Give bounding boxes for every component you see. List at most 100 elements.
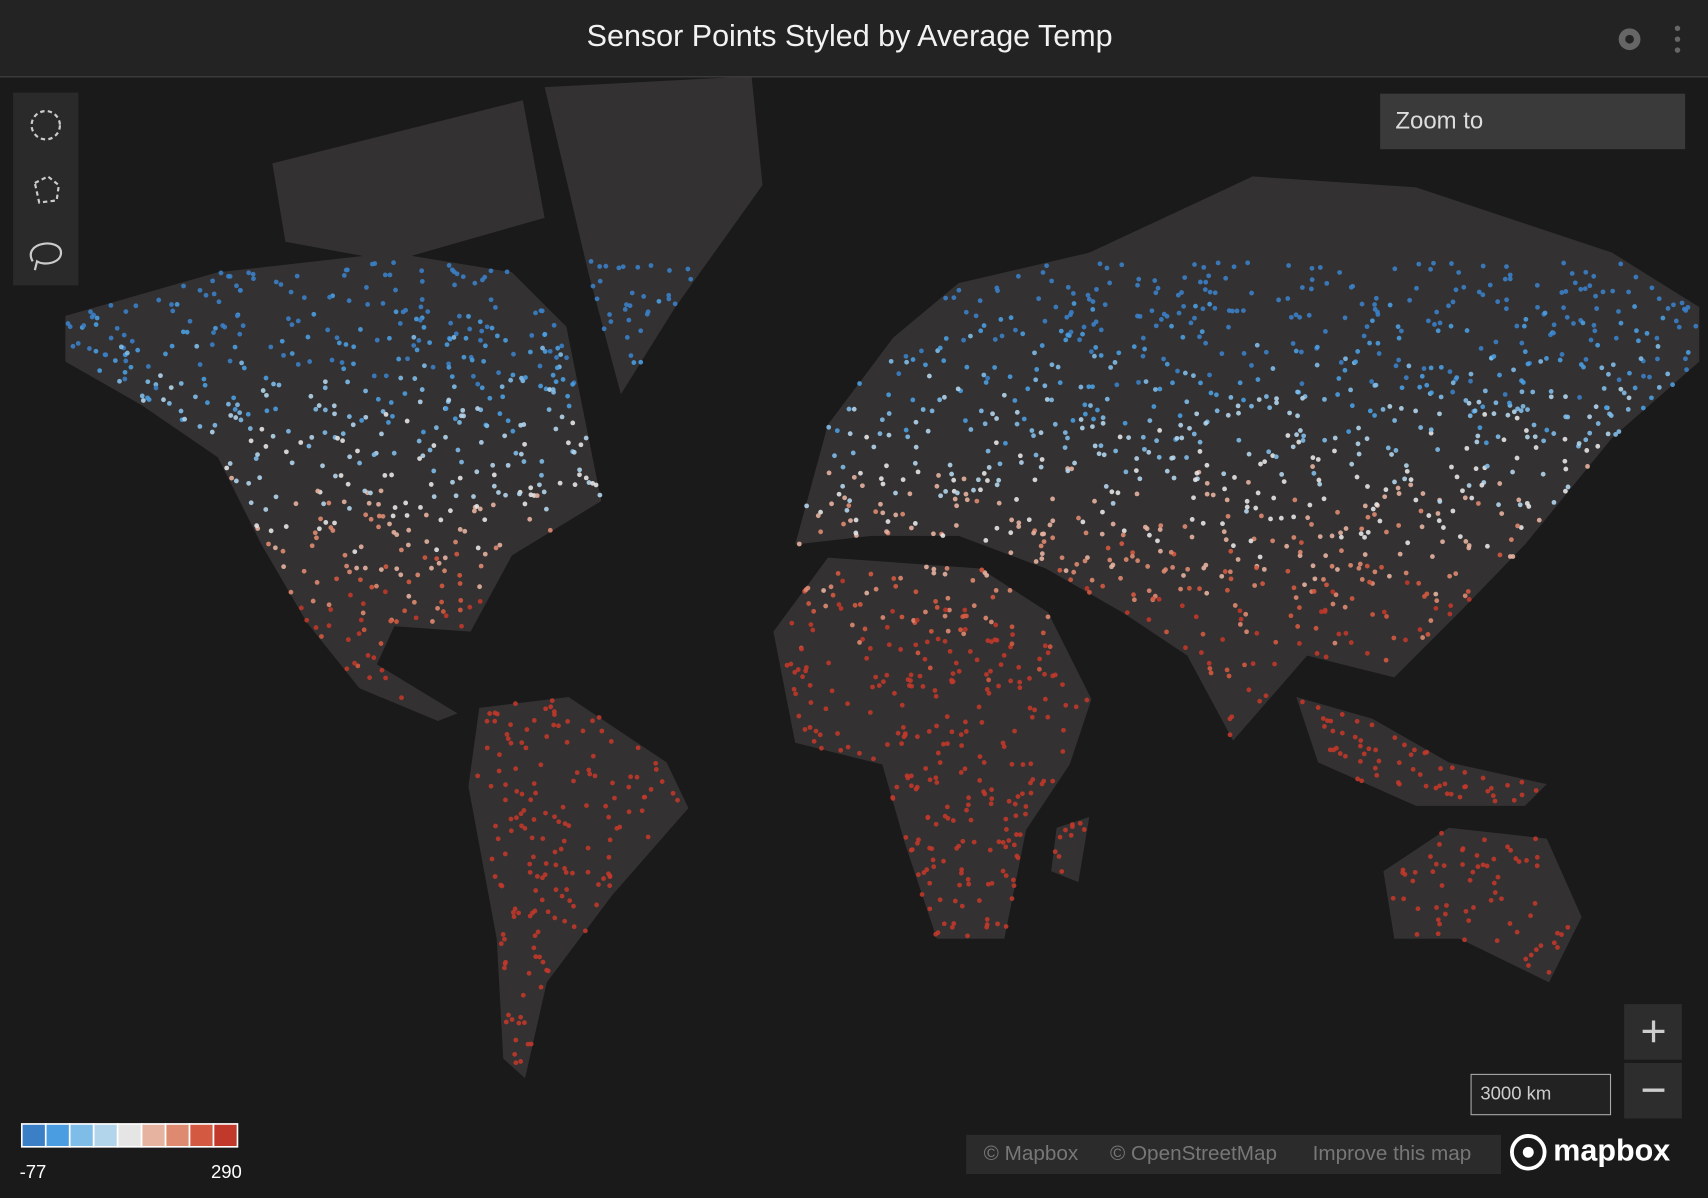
sensor-point bbox=[984, 572, 990, 578]
sensor-point bbox=[997, 461, 1003, 467]
sensor-point bbox=[1613, 335, 1619, 341]
sensor-point bbox=[943, 489, 949, 494]
sensor-point bbox=[1392, 418, 1398, 423]
sensor-point bbox=[878, 476, 884, 482]
sensor-point bbox=[1235, 403, 1241, 409]
sensor-point bbox=[1191, 495, 1196, 501]
sensor-point bbox=[838, 747, 844, 753]
sensor-point bbox=[1583, 269, 1589, 275]
sensor-point bbox=[537, 954, 542, 960]
sensor-point bbox=[873, 509, 879, 515]
sensor-point bbox=[1532, 901, 1538, 906]
sensor-point bbox=[898, 647, 904, 652]
settings-icon[interactable] bbox=[1618, 28, 1641, 51]
sensor-point bbox=[264, 408, 270, 414]
sensor-point bbox=[1082, 402, 1088, 408]
sensor-point bbox=[1502, 392, 1508, 397]
sensor-point bbox=[1559, 351, 1565, 357]
sensor-point bbox=[477, 319, 483, 325]
sensor-point bbox=[1321, 577, 1326, 582]
zoom-to-input[interactable] bbox=[1380, 93, 1686, 150]
sensor-point bbox=[1426, 513, 1432, 518]
sensor-point bbox=[216, 299, 222, 305]
sensor-point bbox=[953, 660, 959, 666]
menu-icon[interactable] bbox=[1674, 25, 1681, 53]
sensor-point bbox=[867, 646, 873, 651]
sensor-point bbox=[1358, 531, 1364, 537]
sensor-point bbox=[289, 351, 295, 356]
sensor-point bbox=[942, 394, 947, 400]
sensor-point bbox=[601, 326, 607, 332]
sensor-point bbox=[487, 711, 493, 716]
sensor-point bbox=[791, 686, 797, 692]
sensor-point bbox=[247, 426, 253, 431]
sensor-point bbox=[461, 354, 467, 360]
sensor-point bbox=[836, 491, 842, 497]
sensor-point bbox=[931, 566, 937, 572]
sensor-point bbox=[870, 684, 875, 690]
sensor-point bbox=[453, 493, 459, 499]
sensor-point bbox=[1335, 392, 1341, 397]
sensor-point bbox=[607, 312, 612, 317]
sensor-point bbox=[829, 501, 834, 507]
sensor-point bbox=[1057, 834, 1063, 840]
sensor-point bbox=[534, 493, 540, 499]
sensor-point bbox=[1079, 425, 1085, 431]
sensor-point bbox=[1343, 630, 1349, 636]
sensor-point bbox=[456, 313, 462, 319]
sensor-point bbox=[1330, 589, 1336, 595]
sensor-point bbox=[666, 292, 672, 298]
sensor-point bbox=[1179, 435, 1185, 441]
sensor-point bbox=[500, 394, 506, 400]
sensor-point bbox=[1168, 549, 1174, 555]
sensor-point bbox=[1232, 603, 1238, 608]
sensor-point bbox=[331, 403, 337, 409]
sensor-point bbox=[1268, 516, 1273, 522]
sensor-point bbox=[992, 337, 998, 342]
sensor-point bbox=[1522, 349, 1528, 355]
sensor-point bbox=[1465, 589, 1471, 594]
sensor-point bbox=[808, 700, 814, 705]
sensor-point bbox=[1261, 566, 1267, 572]
sensor-point bbox=[537, 482, 542, 488]
sensor-point bbox=[390, 513, 396, 519]
attribution-osm[interactable]: © OpenStreetMap bbox=[1110, 1142, 1277, 1165]
sensor-point bbox=[447, 336, 453, 342]
sensor-point bbox=[1099, 531, 1105, 537]
sensor-point bbox=[1186, 585, 1192, 591]
sensor-point bbox=[1096, 451, 1102, 457]
sensor-point bbox=[584, 803, 589, 808]
sensor-point bbox=[75, 340, 81, 346]
circle-select-tool[interactable] bbox=[30, 109, 61, 141]
sensor-point bbox=[1184, 399, 1190, 405]
sensor-point bbox=[923, 362, 928, 368]
mapbox-logo-text[interactable]: mapbox bbox=[1553, 1133, 1670, 1167]
sensor-point bbox=[1241, 397, 1246, 403]
sensor-point bbox=[307, 359, 313, 364]
sensor-point bbox=[533, 888, 539, 893]
sensor-point bbox=[531, 718, 537, 723]
sensor-point bbox=[597, 264, 603, 269]
sensor-point bbox=[1070, 417, 1076, 423]
lasso-select-tool[interactable] bbox=[29, 242, 63, 271]
sensor-point bbox=[819, 745, 824, 751]
sensor-point bbox=[1387, 302, 1393, 308]
sensor-point bbox=[1144, 526, 1150, 532]
sensor-point bbox=[1641, 373, 1646, 379]
sensor-point bbox=[988, 801, 994, 807]
sensor-point bbox=[835, 731, 840, 736]
sensor-point bbox=[1256, 397, 1262, 402]
sensor-point bbox=[1254, 565, 1259, 571]
sensor-point bbox=[308, 393, 314, 399]
attribution-mapbox[interactable]: © Mapbox bbox=[984, 1142, 1079, 1165]
sensor-point bbox=[1301, 433, 1307, 439]
sensor-point bbox=[1131, 597, 1137, 603]
sensor-point bbox=[1040, 270, 1046, 275]
sensor-point bbox=[909, 783, 914, 789]
sensor-point bbox=[406, 593, 412, 599]
sensor-point bbox=[1040, 630, 1046, 636]
attribution-improve[interactable]: Improve this map bbox=[1313, 1142, 1472, 1165]
sensor-point bbox=[1406, 363, 1412, 369]
sensor-point bbox=[542, 331, 548, 337]
polygon-select-tool[interactable] bbox=[33, 175, 60, 204]
